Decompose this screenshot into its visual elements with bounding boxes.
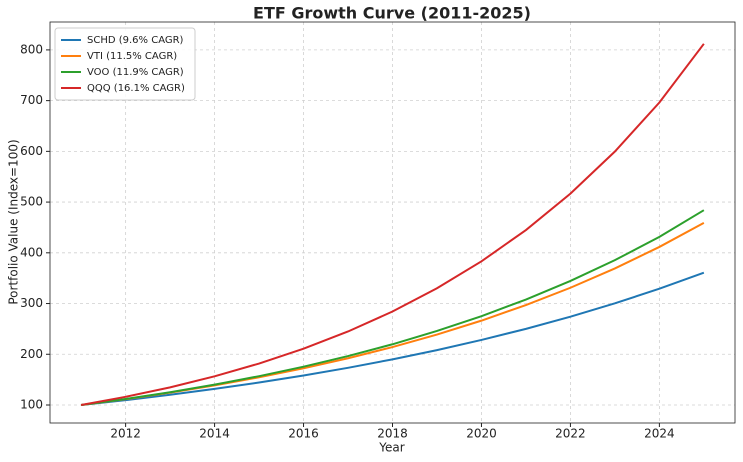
plot-frame — [49, 21, 736, 424]
x-tick-label: 2018 — [377, 427, 408, 441]
y-tick-label: 700 — [20, 93, 43, 107]
y-tick-label: 100 — [20, 397, 43, 411]
y-axis-label: Portfolio Value (Index=100) — [7, 139, 21, 304]
legend: SCHD (9.6% CAGR) VTI (11.5% CAGR) VOO (11.… — [54, 27, 196, 101]
x-tick-label: 2020 — [466, 427, 497, 441]
x-axis-label: Year — [378, 441, 404, 455]
series-line — [81, 209, 705, 406]
x-tick-label: 2022 — [555, 427, 586, 441]
legend-label: VOO (11.9% CAGR) — [87, 67, 184, 78]
y-tick-label: 200 — [20, 347, 43, 361]
legend-label: VTI (11.5% CAGR) — [87, 51, 177, 62]
y-tick-label: 800 — [20, 42, 43, 56]
legend-label: SCHD (9.6% CAGR) — [87, 35, 184, 46]
legend-box — [54, 27, 196, 101]
y-tick-label: 600 — [20, 144, 43, 158]
chart-title: ETF Growth Curve (2011-2025) — [253, 4, 531, 23]
y-tick-label: 300 — [20, 296, 43, 310]
series-line — [80, 43, 705, 406]
x-tick-label: 2024 — [644, 427, 675, 441]
x-tick-label: 2016 — [288, 427, 319, 441]
y-tick-label: 500 — [20, 195, 43, 209]
x-tick-label: 2014 — [199, 427, 230, 441]
y-tick-label: 400 — [20, 245, 43, 259]
legend-label: QQQ (16.1% CAGR) — [87, 83, 185, 94]
series-line — [81, 271, 705, 406]
x-tick-label: 2012 — [110, 427, 141, 441]
